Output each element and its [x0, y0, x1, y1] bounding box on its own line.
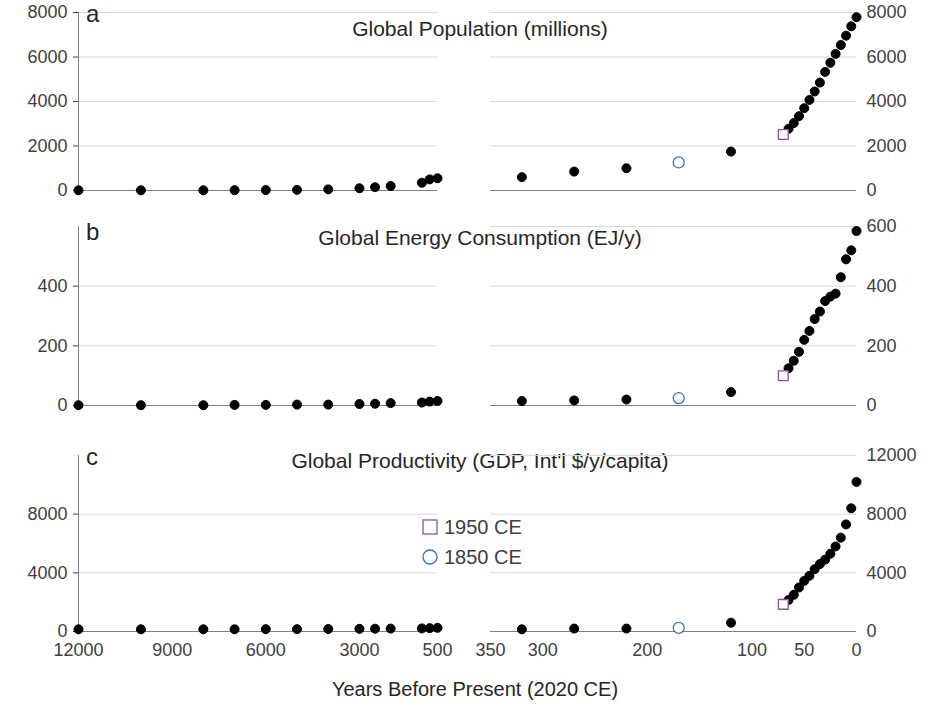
svg-text:200: 200: [867, 336, 897, 356]
svg-text:0: 0: [867, 395, 877, 415]
html-text:1950 CE: 1950 CE: [444, 515, 522, 538]
svg-text:8000: 8000: [27, 2, 67, 22]
svg-text:200: 200: [632, 640, 662, 660]
svg-text:200: 200: [37, 336, 67, 356]
svg-text:6000: 6000: [27, 47, 67, 67]
svg-text:0: 0: [57, 621, 67, 641]
html-text:b: b: [86, 218, 100, 245]
svg-text:6000: 6000: [867, 47, 907, 67]
svg-text:8000: 8000: [27, 504, 67, 524]
html-text:Global Productivity (GDP, Int': Global Productivity (GDP, Int'l $/y/capi…: [291, 449, 669, 472]
svg-text:6000: 6000: [246, 640, 286, 660]
svg-text:400: 400: [867, 276, 897, 296]
html-text:Global Energy Consumption (EJ/: Global Energy Consumption (EJ/y): [318, 226, 642, 249]
svg-text:4000: 4000: [27, 563, 67, 583]
svg-text:300: 300: [528, 640, 558, 660]
svg-text:0: 0: [851, 640, 861, 660]
svg-text:3000: 3000: [339, 640, 379, 660]
svg-text:9000: 9000: [152, 640, 192, 660]
html-text:Global Population (millions): Global Population (millions): [352, 17, 608, 40]
svg-text:12000: 12000: [53, 640, 103, 660]
svg-text:0: 0: [867, 621, 877, 641]
svg-text:500: 500: [422, 640, 452, 660]
html-text:Years Before Present (2020 CE): Years Before Present (2020 CE): [332, 678, 618, 700]
svg-text:100: 100: [737, 640, 767, 660]
svg-text:0: 0: [867, 180, 877, 200]
svg-text:4000: 4000: [867, 563, 907, 583]
svg-text:2000: 2000: [27, 136, 67, 156]
svg-text:8000: 8000: [867, 2, 907, 22]
svg-text:50: 50: [794, 640, 814, 660]
svg-text:0: 0: [57, 395, 67, 415]
svg-text:600: 600: [867, 216, 897, 236]
html-text:a: a: [86, 0, 100, 27]
svg-text:0: 0: [57, 180, 67, 200]
svg-text:8000: 8000: [867, 504, 907, 524]
html-text:1850 CE: 1850 CE: [444, 545, 522, 568]
svg-text:4000: 4000: [867, 91, 907, 111]
html-text:c: c: [86, 443, 98, 470]
svg-text:12000: 12000: [867, 445, 917, 465]
svg-text:400: 400: [37, 276, 67, 296]
svg-text:4000: 4000: [27, 91, 67, 111]
svg-text:350: 350: [475, 640, 505, 660]
svg-text:2000: 2000: [867, 136, 907, 156]
